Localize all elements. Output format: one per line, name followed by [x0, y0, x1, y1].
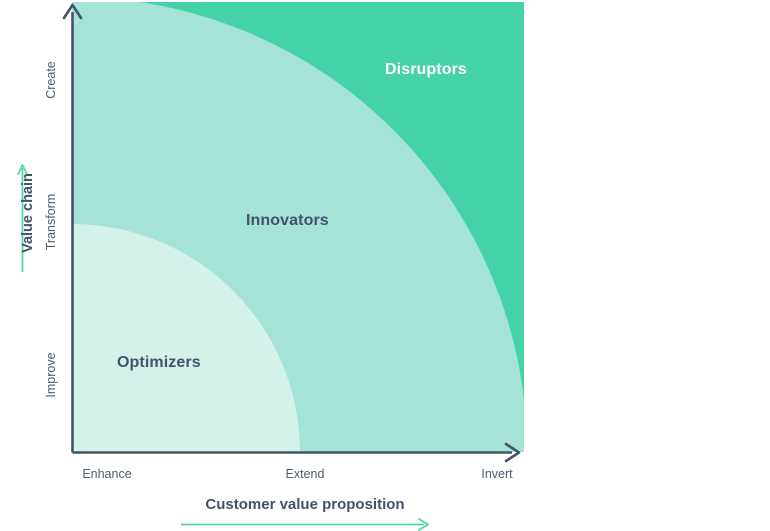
zone-label-innovators: Innovators	[246, 212, 329, 229]
x-axis-arrowhead-icon	[504, 442, 521, 463]
y-tick-label-improve: Improve	[44, 352, 58, 398]
x-axis-title: Customer value proposition	[205, 496, 405, 513]
y-direction-arrowhead-icon	[17, 164, 28, 175]
y-axis-title-wrapper: Value chain	[0, 150, 88, 280]
x-tick-label-extend: Extend	[285, 467, 325, 481]
y-tick-label-create: Create	[44, 61, 58, 99]
x-direction-arrowhead-icon	[418, 518, 429, 531]
zone-label-disruptors: Disruptors	[385, 61, 467, 78]
x-tick-label-invert: Invert	[481, 467, 513, 481]
y-axis-arrowhead-icon	[62, 3, 83, 20]
y-axis-title: Value chain	[20, 173, 36, 253]
zone-region-optimizers	[72, 224, 300, 452]
x-tick-label-enhance: Enhance	[82, 467, 132, 481]
zone-label-optimizers: Optimizers	[117, 354, 201, 371]
